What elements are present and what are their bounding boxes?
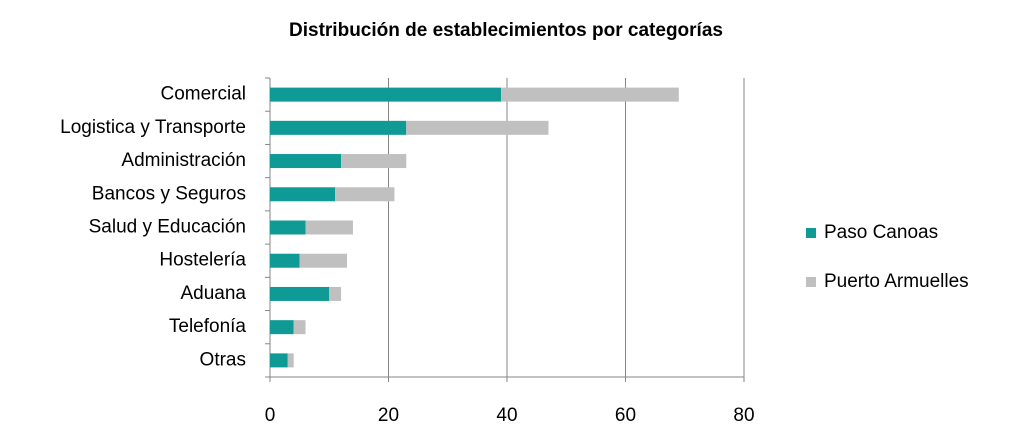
bar xyxy=(287,353,294,368)
y-tick-label: Logistica y Transporte xyxy=(60,117,246,138)
y-tick-label: Bancos y Seguros xyxy=(92,183,246,204)
y-tick-label: Telefonía xyxy=(169,316,247,337)
legend-label: Puerto Armuelles xyxy=(824,271,969,292)
bar xyxy=(270,220,306,235)
y-tick-label: Administración xyxy=(121,150,246,171)
y-tick-label: Salud y Educación xyxy=(89,217,246,238)
chart-title: Distribución de establecimientos por cat… xyxy=(289,20,723,41)
bar xyxy=(293,320,306,335)
y-tick-label: Hostelería xyxy=(159,250,246,271)
y-tick-label: Aduana xyxy=(180,283,246,304)
bar xyxy=(270,87,502,102)
x-tick-label: 40 xyxy=(496,405,517,426)
x-tick-label: 80 xyxy=(733,405,754,426)
legend-swatch xyxy=(806,277,816,287)
bar xyxy=(299,253,348,268)
bar xyxy=(270,120,407,135)
x-tick-label: 0 xyxy=(265,405,276,426)
bar xyxy=(270,320,294,335)
y-tick-label: Comercial xyxy=(160,84,246,105)
legend-label: Paso Canoas xyxy=(824,222,938,243)
bar xyxy=(341,154,407,169)
x-tick-label: 20 xyxy=(378,405,399,426)
bar xyxy=(406,120,549,135)
bar xyxy=(270,353,288,368)
bar xyxy=(335,187,395,202)
x-tick-label: 60 xyxy=(615,405,636,426)
bar xyxy=(305,220,353,235)
bar xyxy=(270,286,330,301)
bar xyxy=(329,286,342,301)
bar xyxy=(270,154,342,169)
bar xyxy=(270,187,336,202)
bar xyxy=(270,253,300,268)
bar xyxy=(501,87,679,102)
legend-swatch xyxy=(806,228,816,238)
y-tick-label: Otras xyxy=(200,349,246,370)
